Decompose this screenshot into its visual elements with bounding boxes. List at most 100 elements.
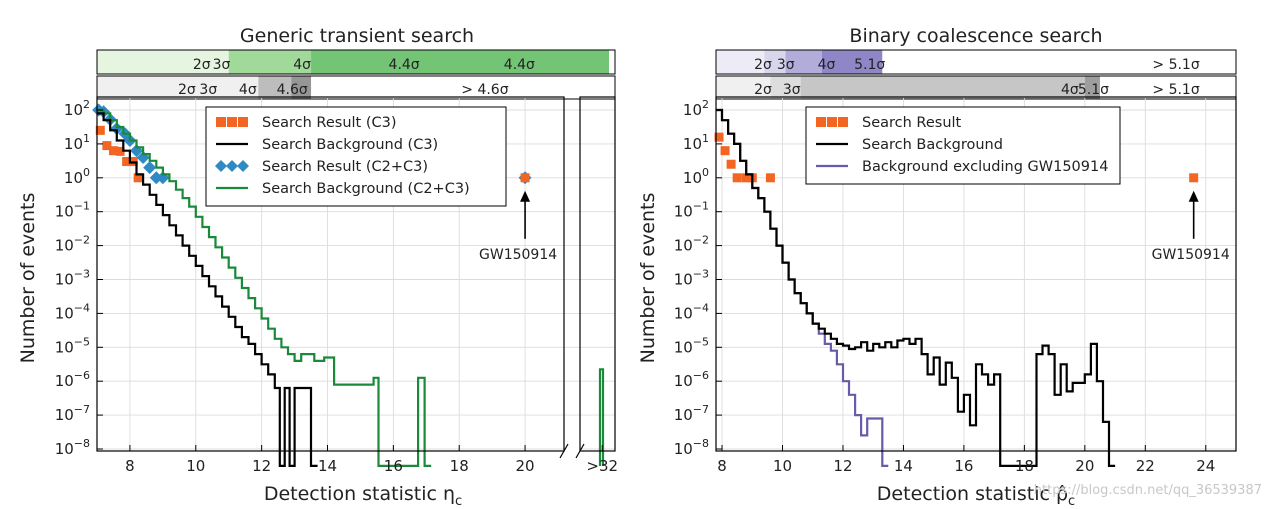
sigma-band-segment [311, 50, 609, 74]
sigma-band-segment [97, 76, 259, 99]
data-point-square [765, 173, 775, 183]
sigma-label: 3σ [199, 82, 217, 98]
x-tick-label: 20 [516, 457, 535, 475]
y-tick-label: 10−5 [674, 335, 709, 356]
sigma-band-segment [800, 76, 1085, 99]
sigma-label: 5.1σ [1078, 82, 1109, 98]
x-tick-label: 16 [384, 457, 403, 475]
chart-title: Generic transient search [240, 25, 474, 47]
sigma-band-border [715, 49, 1237, 75]
y-tick-label: 100 [64, 166, 90, 187]
sigma-label: 2σ [754, 82, 772, 98]
data-point-square [720, 146, 730, 156]
series-line-inset [598, 368, 605, 466]
y-tick-label: 102 [683, 98, 709, 119]
sigma-label: > 5.1σ [1152, 82, 1199, 98]
legend-box [805, 106, 1121, 185]
series-line [716, 108, 1116, 467]
sigma-label: 3σ [783, 82, 801, 98]
sigma-band-segment [291, 76, 312, 99]
x-tick-label: 14 [894, 457, 913, 475]
legend: Search Result (C3) Search Background (C3)… [205, 106, 507, 207]
legend-label: Search Background (C3) [262, 137, 438, 153]
sigma-label: 4.4σ [504, 57, 535, 73]
sigma-label: 2σ [178, 82, 196, 98]
legend-label: Background excluding GW150914 [862, 159, 1108, 175]
plot-frame-inset [579, 96, 616, 452]
y-tick-label: 10−7 [55, 403, 90, 424]
y-tick-label: 10−6 [55, 369, 90, 390]
sigma-band-segment [764, 50, 786, 74]
data-point-square [133, 173, 143, 183]
sigma-band-segment [821, 50, 883, 74]
legend-swatch-square [827, 117, 837, 127]
sigma-band-segment [1084, 76, 1100, 99]
data-point-square [102, 141, 112, 151]
y-tick-label: 10−7 [674, 403, 709, 424]
data-point-diamond [149, 171, 163, 185]
sigma-band-segment [770, 76, 801, 99]
annotation-arrow-head [520, 190, 531, 202]
sigma-label: 4.4σ [389, 57, 420, 73]
annotation-arrow-head [1188, 190, 1199, 202]
legend-swatch-square [816, 117, 826, 127]
sigma-label: 4.6σ [277, 82, 308, 98]
y-tick-label: 10−6 [674, 369, 709, 390]
plot-frame [96, 96, 565, 452]
sigma-label: 4σ [1061, 82, 1079, 98]
sigma-label: > 4.6σ [461, 82, 508, 98]
data-point-square [714, 132, 724, 142]
y-tick-label: 10−8 [674, 437, 709, 458]
x-axis-label: Detection statistic ηc [264, 483, 462, 509]
legend-box [205, 106, 507, 207]
axis-break-mark [559, 443, 569, 459]
data-point-diamond [143, 161, 157, 175]
sigma-band-segment [258, 76, 292, 99]
y-tick-label: 101 [64, 132, 90, 153]
sigma-band-segment [228, 50, 312, 74]
y-tick-label: 102 [64, 98, 90, 119]
sigma-label: 2σ [193, 57, 211, 73]
sigma-band-border [96, 75, 616, 100]
y-axis-label: Number of events [17, 193, 39, 364]
panel-binary-coalescence: Binary coalescence search 2σ 3σ 4σ 5.1σ > 5.… [637, 25, 1237, 509]
legend-label: Search Result (C3) [262, 115, 397, 131]
x-tick-label: 10 [186, 457, 205, 475]
x-tick-label: 12 [833, 457, 852, 475]
data-point-square [741, 173, 751, 183]
watermark: https://blog.csdn.net/qq_36539387 [1034, 483, 1262, 498]
y-tick-label: 10−3 [55, 268, 90, 289]
x-axis-label: Detection statistic ρ̂c [877, 483, 1075, 509]
x-tick-label: 18 [1015, 457, 1034, 475]
legend-swatch-diamond [237, 160, 249, 172]
y-tick-label: 10−3 [674, 268, 709, 289]
y-tick-label: 100 [683, 166, 709, 187]
axis-break-mask [564, 439, 580, 463]
sigma-label: > 5.1σ [1152, 57, 1199, 73]
sigma-band-border [96, 49, 616, 75]
sigma-label: 3σ [777, 57, 795, 73]
plot-frame [715, 96, 1237, 452]
legend-label: Search Background (C2+C3) [262, 181, 470, 197]
x-tick-label: 24 [1196, 457, 1215, 475]
y-tick-label: 10−4 [55, 301, 90, 322]
legend-label: Search Result (C2+C3) [262, 159, 428, 175]
legend: Search Result Search Background Background… [805, 106, 1121, 185]
sigma-label: 3σ [213, 57, 231, 73]
sigma-band-segment [716, 50, 765, 74]
y-tick-label: 10−8 [55, 437, 90, 458]
sigma-label: 5.1σ [854, 57, 885, 73]
legend-label: Search Result [862, 115, 962, 131]
axis-break-mark [575, 443, 585, 459]
sigma-label: 4σ [293, 57, 311, 73]
y-tick-label: 10−1 [674, 200, 709, 221]
x-tick-label: 8 [717, 457, 727, 475]
chart-title: Binary coalescence search [849, 25, 1102, 47]
sigma-band-segment [716, 76, 771, 99]
y-tick-label: 10−4 [674, 301, 709, 322]
y-axis-label: Number of events [637, 193, 659, 364]
x-tick-label: 12 [252, 457, 271, 475]
data-point-square [108, 146, 118, 156]
annotation-label: GW150914 [479, 247, 557, 263]
